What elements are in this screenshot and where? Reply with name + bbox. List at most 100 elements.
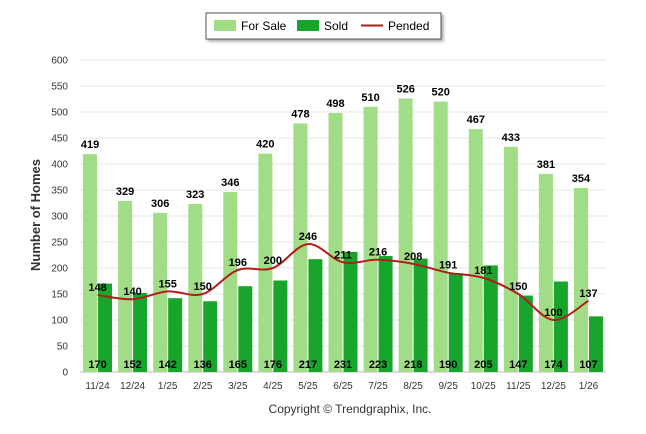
for-sale-value-label: 381 — [537, 159, 555, 171]
sold-value-label: 190 — [439, 359, 457, 371]
sold-bar — [133, 292, 148, 372]
for-sale-bar — [258, 153, 273, 372]
data-labels: 419 329 306 323 346 420 478 498 510 526 520 467 433 3… — [81, 83, 598, 371]
sold-value-label: 217 — [299, 359, 317, 371]
sold-bar — [588, 316, 603, 372]
for-sale-value-label: 420 — [256, 139, 274, 151]
x-tick-label: 12/25 — [541, 381, 566, 392]
sold-value-label: 205 — [474, 359, 492, 371]
pended-value-label: 246 — [299, 231, 317, 243]
x-axis-ticks: 11/24 12/24 1/25 2/25 3/25 4/25 5/25 6/25 7/25 8/… — [85, 381, 598, 392]
for-sale-value-label: 467 — [467, 114, 485, 126]
y-axis-label: Number of Homes — [28, 159, 43, 271]
sold-value-label: 223 — [369, 359, 387, 371]
y-tick-label: 350 — [51, 186, 68, 197]
x-tick-label: 3/25 — [228, 381, 248, 392]
sold-value-label: 136 — [194, 359, 212, 371]
y-tick-label: 150 — [51, 290, 68, 301]
x-tick-label: 9/25 — [438, 381, 458, 392]
for-sale-value-label: 433 — [502, 132, 520, 144]
legend-label-for-sale: For Sale — [241, 19, 287, 33]
pended-value-label: 208 — [404, 251, 422, 263]
sold-bar — [238, 286, 253, 372]
x-tick-label: 1/25 — [158, 381, 178, 392]
for-sale-value-label: 478 — [291, 108, 309, 120]
pended-value-label: 140 — [123, 286, 141, 298]
for-sale-bar — [538, 173, 553, 372]
for-sale-value-label: 419 — [81, 139, 99, 151]
pended-value-label: 150 — [509, 281, 527, 293]
legend-swatch-sold — [297, 20, 319, 31]
x-tick-label: 10/25 — [471, 381, 496, 392]
y-tick-label: 550 — [51, 82, 68, 93]
for-sale-bar — [573, 187, 588, 372]
x-tick-label: 7/25 — [368, 381, 388, 392]
pended-line-group — [97, 243, 590, 322]
sold-bar — [98, 283, 113, 372]
y-tick-label: 250 — [51, 238, 68, 249]
pended-value-label: 137 — [579, 288, 597, 300]
for-sale-bar — [223, 192, 238, 372]
sold-bar — [483, 265, 498, 372]
for-sale-bar — [188, 204, 203, 372]
sold-value-label: 107 — [579, 359, 597, 371]
y-tick-label: 400 — [51, 160, 68, 171]
sold-bar — [378, 256, 393, 372]
y-tick-label: 450 — [51, 134, 68, 145]
y-tick-label: 600 — [51, 56, 68, 67]
sold-value-label: 174 — [544, 359, 563, 371]
pended-value-label: 150 — [194, 281, 212, 293]
for-sale-value-label: 323 — [186, 189, 204, 201]
legend-label-sold: Sold — [324, 19, 348, 33]
x-tick-label: 2/25 — [193, 381, 213, 392]
sold-value-label: 147 — [509, 359, 527, 371]
sold-value-label: 152 — [123, 359, 141, 371]
pended-value-label: 200 — [264, 255, 282, 267]
y-tick-label: 0 — [62, 368, 68, 379]
legend-swatch-for-sale — [214, 20, 236, 31]
y-tick-label: 50 — [57, 342, 69, 353]
x-tick-label: 5/25 — [298, 381, 318, 392]
pended-value-label: 211 — [334, 249, 352, 261]
copyright-text: Copyright © Trendgraphix, Inc. — [269, 402, 432, 416]
x-tick-label: 8/25 — [403, 381, 423, 392]
pended-value-label: 196 — [229, 257, 247, 269]
sold-bar — [448, 273, 463, 372]
sold-value-label: 165 — [229, 359, 247, 371]
x-tick-label: 11/24 — [85, 381, 110, 392]
x-tick-label: 12/24 — [120, 381, 145, 392]
y-tick-label: 500 — [51, 108, 68, 119]
for-sale-value-label: 520 — [432, 87, 450, 99]
sold-bar — [343, 251, 358, 372]
for-sale-value-label: 346 — [221, 177, 239, 189]
sold-bar — [518, 295, 533, 372]
for-sale-value-label: 498 — [326, 98, 344, 110]
pended-value-label: 148 — [88, 282, 106, 294]
for-sale-bar — [363, 106, 378, 373]
for-sale-bar — [433, 101, 448, 372]
sold-value-label: 170 — [88, 359, 106, 371]
for-sale-bar — [83, 154, 98, 372]
y-tick-label: 300 — [51, 212, 68, 223]
pended-value-label: 191 — [439, 260, 457, 272]
legend-label-pended: Pended — [388, 19, 429, 33]
x-tick-label: 11/25 — [506, 381, 531, 392]
for-sale-bar — [118, 200, 133, 372]
for-sale-value-label: 354 — [572, 173, 591, 185]
legend-box — [205, 12, 442, 40]
pended-value-label: 100 — [544, 307, 562, 319]
sold-bar — [308, 259, 323, 372]
pended-value-label: 155 — [158, 278, 176, 290]
y-axis-ticks: 0 50 100 150 200 250 300 350 400 450 500 550 600 — [51, 56, 68, 379]
for-sale-value-label: 306 — [151, 198, 169, 210]
for-sale-value-label: 329 — [116, 186, 134, 198]
sold-value-label: 142 — [158, 359, 176, 371]
for-sale-value-label: 526 — [396, 83, 414, 95]
for-sale-bar — [328, 113, 343, 372]
for-sale-value-label: 510 — [361, 92, 379, 104]
pended-line — [97, 243, 590, 322]
sold-value-label: 176 — [264, 359, 282, 371]
pended-value-label: 216 — [369, 247, 387, 259]
